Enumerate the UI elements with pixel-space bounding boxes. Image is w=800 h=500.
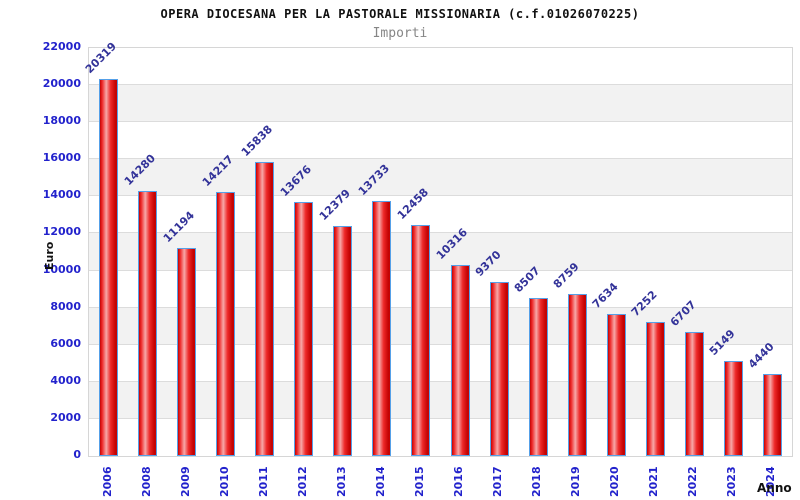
gridline xyxy=(89,306,792,308)
x-tick-label: 2020 xyxy=(608,466,622,497)
plot-area: 20319 14280 11194 14217 15838 13676 12379 13733… xyxy=(82,40,793,457)
y-tick-label: 8000 xyxy=(50,299,81,313)
x-tick-label: 2017 xyxy=(491,466,505,497)
y-tick-label: 2000 xyxy=(50,410,81,424)
x-tick-label: 2016 xyxy=(452,466,466,497)
background-band xyxy=(89,344,792,382)
y-tick-label: 14000 xyxy=(42,188,81,202)
y-axis-label: Euro xyxy=(43,241,56,270)
x-tick-label: 2011 xyxy=(256,466,270,497)
y-tick-label: 22000 xyxy=(42,40,81,53)
x-tick-label: 2008 xyxy=(139,466,153,497)
x-tick-label: 2006 xyxy=(100,466,114,497)
bar xyxy=(567,294,587,456)
y-tick-label: 6000 xyxy=(50,336,81,350)
x-tick-label: 2018 xyxy=(530,466,544,497)
x-tick-label: 2015 xyxy=(412,466,426,497)
background-band xyxy=(89,122,792,160)
bar xyxy=(216,192,236,456)
x-tick-label: 2023 xyxy=(725,466,739,497)
x-tick-label: 2012 xyxy=(295,466,309,497)
x-tick-label: 2019 xyxy=(569,466,583,497)
background-band xyxy=(89,418,792,456)
background-band xyxy=(89,270,792,308)
background-band xyxy=(89,48,792,86)
background-band xyxy=(89,159,792,197)
gridline xyxy=(89,121,792,123)
gridline xyxy=(89,417,792,419)
bar xyxy=(294,202,314,456)
bar xyxy=(450,265,470,456)
background-band xyxy=(89,307,792,345)
gridline xyxy=(89,232,792,234)
bar xyxy=(528,298,548,456)
background-band xyxy=(89,381,792,419)
x-tick-label: 2022 xyxy=(686,466,700,497)
x-tick-label: 2009 xyxy=(178,466,192,497)
bar xyxy=(411,225,431,456)
bar xyxy=(138,191,158,456)
gridline xyxy=(89,269,792,271)
bar xyxy=(99,79,119,456)
x-tick-label: 2014 xyxy=(373,466,387,497)
bar xyxy=(255,162,275,456)
bar xyxy=(684,332,704,456)
y-tick-label: 20000 xyxy=(42,77,81,91)
chart-title: OPERA DIOCESANA PER LA PASTORALE MISSION… xyxy=(160,7,640,21)
background-band xyxy=(89,196,792,234)
bar xyxy=(762,374,782,456)
x-tick-label: 2021 xyxy=(647,466,661,497)
bar xyxy=(723,361,743,456)
y-tick-label: 12000 xyxy=(42,225,81,239)
y-tick-label: 4000 xyxy=(50,373,81,387)
x-tick-label: 2013 xyxy=(334,466,348,497)
gridline xyxy=(89,84,792,86)
bar xyxy=(372,201,392,456)
x-axis-label: Anno xyxy=(757,481,792,495)
y-tick-label: 10000 xyxy=(42,262,81,276)
chart-subtitle: Importi xyxy=(372,26,428,41)
gridline xyxy=(89,158,792,160)
gridline xyxy=(89,343,792,345)
x-tick-label: 2010 xyxy=(217,466,231,497)
bar xyxy=(333,226,353,456)
bar xyxy=(177,248,197,456)
bar xyxy=(645,322,665,456)
y-tick-label: 18000 xyxy=(42,114,81,128)
y-tick-label: 16000 xyxy=(42,151,81,165)
background-band xyxy=(89,85,792,123)
gridline xyxy=(89,195,792,197)
background-band xyxy=(89,233,792,271)
y-tick-label: 0 xyxy=(73,448,81,461)
gridline xyxy=(89,380,792,382)
bar xyxy=(606,314,626,456)
bar xyxy=(489,282,509,456)
